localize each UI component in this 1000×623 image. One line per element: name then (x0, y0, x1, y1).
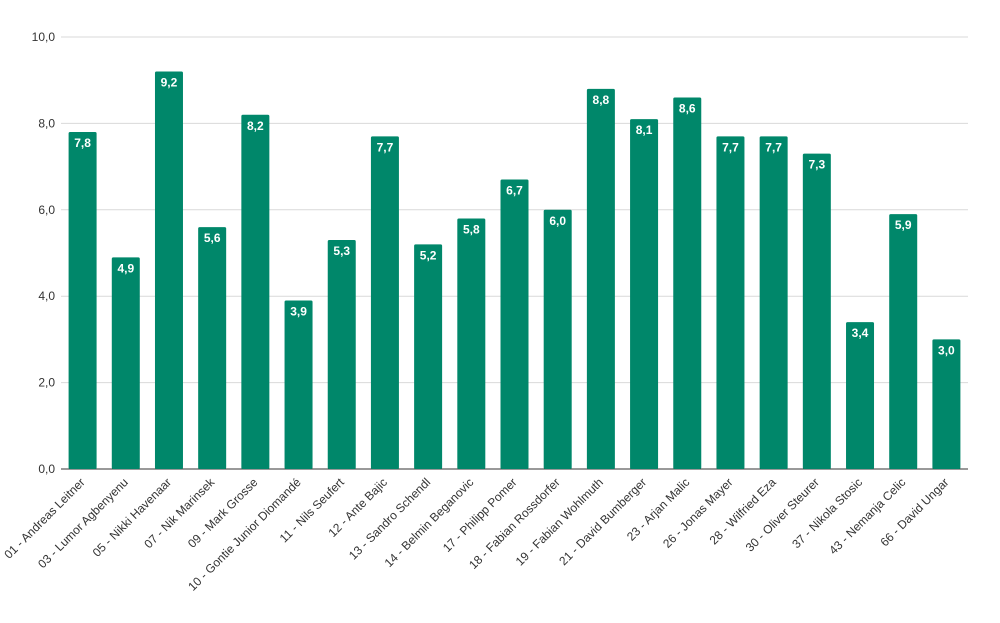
bar-value-label: 4,9 (117, 261, 134, 275)
y-tick-label: 10,0 (32, 30, 56, 44)
bar (154, 71, 183, 469)
x-tick-label: 17 - Philipp Pomer (440, 475, 520, 555)
y-tick-label: 8,0 (38, 116, 55, 130)
x-tick-label: 30 - Oliver Steurer (743, 475, 822, 554)
bar (802, 153, 831, 469)
bar-value-label: 7,3 (808, 158, 825, 172)
y-axis: 0,0 2,0 4,0 6,0 8,0 10,0 (32, 30, 56, 476)
bar (284, 300, 313, 469)
bar-value-label: 3,0 (938, 343, 955, 357)
bar-value-label: 6,0 (549, 214, 566, 228)
bar (543, 209, 572, 470)
bar (457, 218, 486, 469)
bar (111, 257, 140, 469)
bar (198, 227, 227, 469)
bar-value-label: 5,8 (463, 222, 480, 236)
x-tick-label: 05 - Nikki Havenaar (90, 475, 174, 559)
bar (327, 240, 356, 469)
bar-value-label: 7,7 (377, 140, 394, 154)
bar (68, 132, 97, 470)
bar-value-label: 5,6 (204, 231, 221, 245)
bar (846, 322, 875, 469)
y-tick-label: 4,0 (38, 289, 55, 303)
bar (716, 136, 745, 470)
bar-value-label: 5,3 (333, 244, 350, 258)
y-tick-label: 2,0 (38, 376, 55, 390)
x-tick-label: 13 - Sandro Schendl (346, 475, 433, 562)
bar-value-label: 7,7 (765, 140, 782, 154)
bars (68, 71, 961, 470)
bar (414, 244, 443, 469)
bar-value-label: 7,8 (74, 136, 91, 150)
bar-value-label: 9,2 (161, 76, 178, 90)
bar (370, 136, 399, 470)
bar (630, 119, 659, 469)
bar-value-label: 8,1 (636, 123, 653, 137)
bar-value-label: 5,9 (895, 218, 912, 232)
bar-value-label: 8,8 (593, 93, 610, 107)
y-tick-label: 0,0 (38, 462, 55, 476)
bar-value-label: 6,7 (506, 184, 523, 198)
bar (889, 214, 918, 469)
bar-value-label: 3,9 (290, 305, 307, 319)
bar (673, 97, 702, 469)
bar-value-label: 8,2 (247, 119, 264, 133)
bar (241, 114, 270, 469)
bar (759, 136, 788, 470)
bar (932, 339, 961, 469)
bar (500, 179, 529, 469)
bar-value-label: 5,2 (420, 248, 437, 262)
bar (586, 88, 615, 469)
y-tick-label: 6,0 (38, 203, 55, 217)
value-labels: 7,8 4,9 9,2 5,6 8,2 3,9 5,3 7,7 5,2 5,8 6,7 6,0 8,8 8… (74, 76, 955, 358)
bar-value-label: 8,6 (679, 101, 696, 115)
x-tick-label: 43 - Nemanja Celic (826, 475, 908, 557)
bar-value-label: 3,4 (852, 326, 869, 340)
bar-value-label: 7,7 (722, 140, 739, 154)
x-tick-label: 01 - Andreas Leitner (1, 475, 87, 561)
